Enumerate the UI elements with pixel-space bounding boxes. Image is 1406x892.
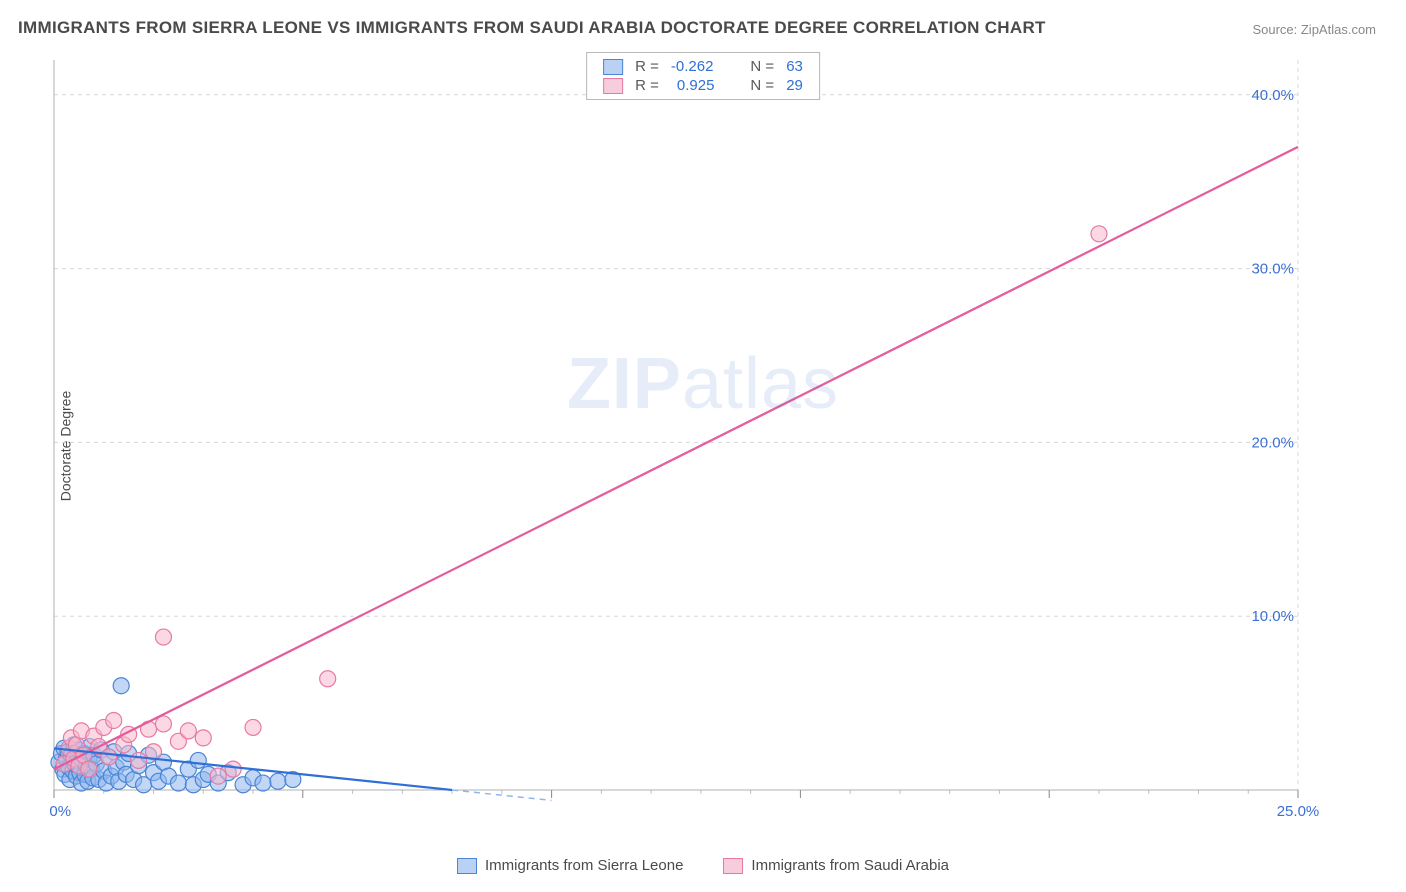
legend-item-series1: Immigrants from Sierra Leone: [457, 857, 683, 874]
scatter-plot: 10.0% 20.0% 30.0% 40.0% 0.0% 25.0%: [48, 50, 1368, 830]
legend-item-series2: Immigrants from Saudi Arabia: [723, 857, 949, 874]
source-label: Source: ZipAtlas.com: [1252, 22, 1376, 37]
swatch-pink-icon: [723, 858, 743, 874]
legend-series: Immigrants from Sierra Leone Immigrants …: [457, 857, 949, 874]
legend-row-series1: R = -0.262 N = 63: [597, 57, 809, 76]
legend-row-series2: R = 0.925 N = 29: [597, 76, 809, 95]
legend-stats: R = -0.262 N = 63 R = 0.925 N = 29: [586, 52, 820, 100]
svg-text:10.0%: 10.0%: [1251, 608, 1294, 625]
svg-text:0.0%: 0.0%: [48, 803, 71, 820]
svg-text:40.0%: 40.0%: [1251, 87, 1294, 104]
swatch-blue-icon: [603, 59, 623, 75]
svg-text:25.0%: 25.0%: [1277, 803, 1320, 820]
swatch-pink-icon: [603, 78, 623, 94]
chart-title: IMMIGRANTS FROM SIERRA LEONE VS IMMIGRAN…: [18, 18, 1046, 38]
svg-text:20.0%: 20.0%: [1251, 434, 1294, 451]
swatch-blue-icon: [457, 858, 477, 874]
svg-text:30.0%: 30.0%: [1251, 261, 1294, 278]
